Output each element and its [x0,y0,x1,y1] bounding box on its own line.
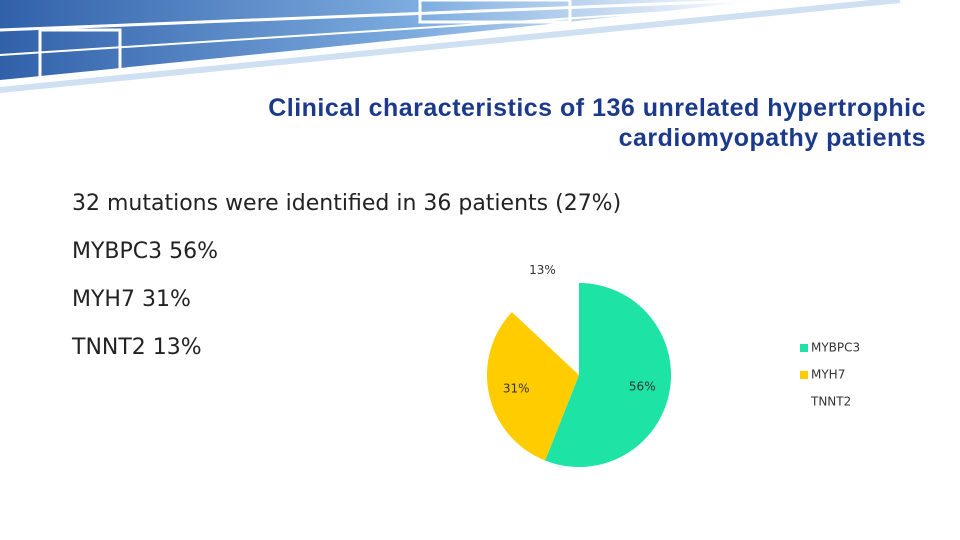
data-label: 31% [503,382,530,396]
legend-swatch [800,398,808,406]
legend-swatch [800,344,808,352]
pie-chart: 56% 31% 13% MYBPC3 MYH7 TNNT2 [487,263,860,467]
title-line: Clinical characteristics of 136 unrelate… [268,94,926,122]
legend-label: MYH7 [811,368,845,382]
bullet: MYH7 31% [72,287,191,312]
legend-swatch [800,371,808,379]
bullet: 32 mutations were identified in 36 patie… [72,191,621,216]
data-label: 13% [529,263,556,277]
data-label: 56% [629,380,656,394]
bullet: MYBPC3 56% [72,239,218,264]
pie-slice [545,283,671,467]
header-decoration [0,0,901,93]
legend-label: TNNT2 [810,395,851,409]
title-line: cardiomyopathy patients [619,124,926,152]
pie-slice [511,283,579,375]
pie-slice [487,312,579,461]
bullet: TNNT2 13% [71,335,202,360]
legend-label: MYBPC3 [811,341,860,355]
